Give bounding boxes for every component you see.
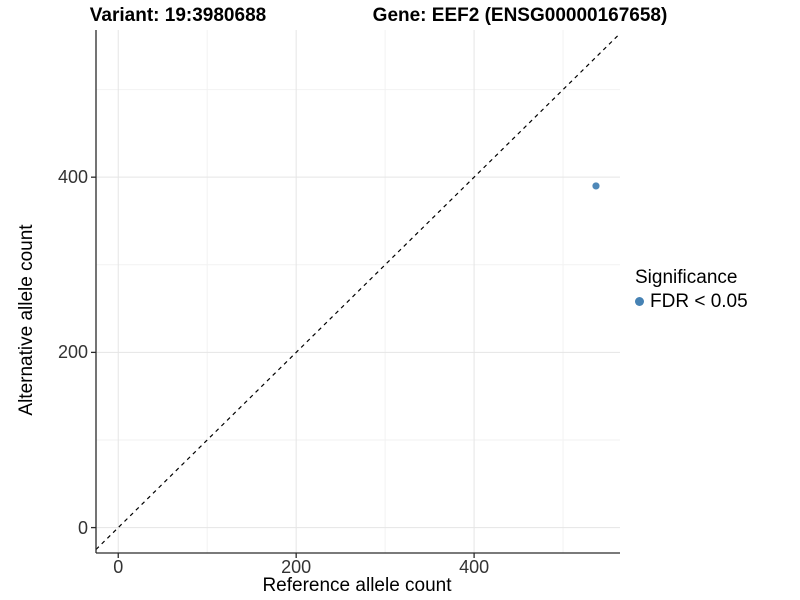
y-axis-title: Alternative allele count (16, 224, 37, 416)
legend-item: FDR < 0.05 (635, 290, 748, 313)
data-point (592, 182, 600, 190)
gene-title: Gene: EEF2 (ENSG00000167658) (372, 5, 668, 26)
legend-point-icon (635, 297, 644, 306)
y-tick-label: 0 (77, 517, 88, 538)
y-tick-label: 200 (57, 342, 88, 363)
x-tick-label: 400 (459, 557, 490, 577)
x-tick-label: 0 (113, 557, 124, 577)
variant-title: Variant: 19:3980688 (89, 5, 267, 26)
identity-reference-line (95, 33, 621, 550)
x-axis-title: Reference allele count (262, 575, 452, 596)
legend-title: Significance (635, 267, 738, 288)
legend-item-label: FDR < 0.05 (650, 291, 748, 312)
y-tick-label: 400 (57, 167, 88, 188)
legend: Significance FDR < 0.05 (635, 266, 748, 313)
x-tick-label: 200 (281, 557, 312, 577)
